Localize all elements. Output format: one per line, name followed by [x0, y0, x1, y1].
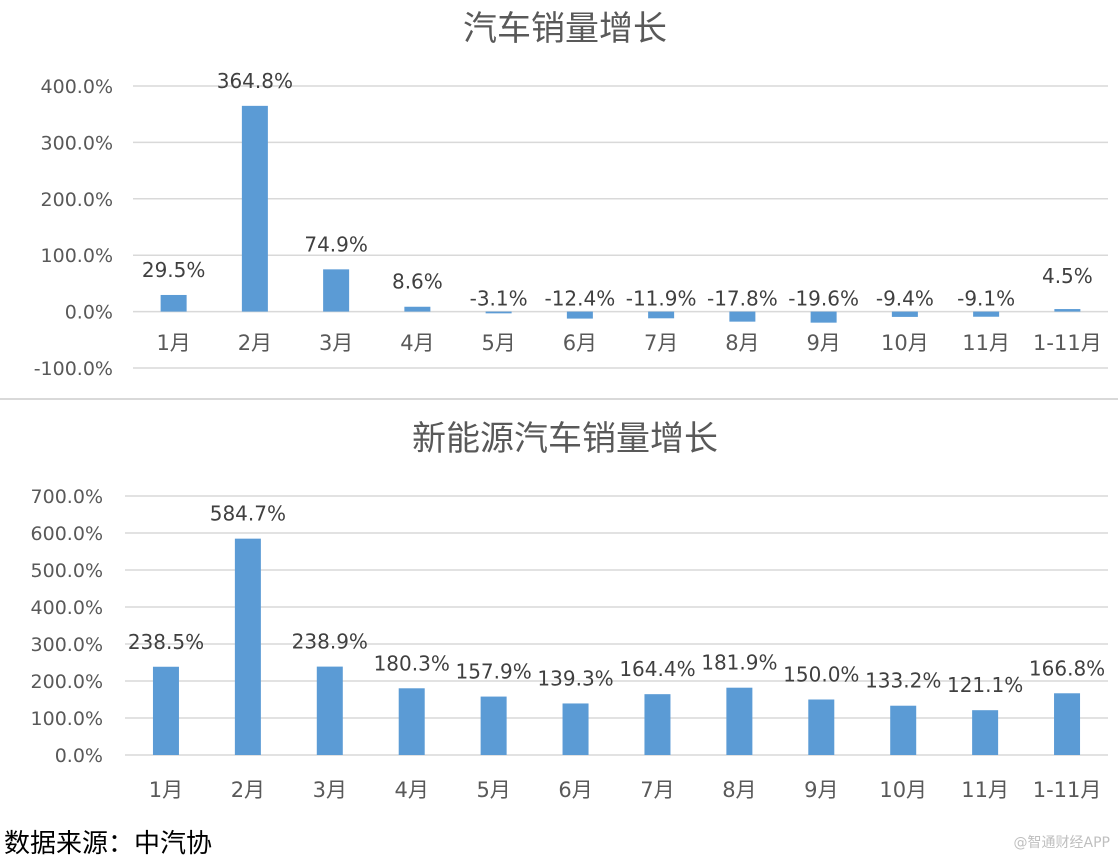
category-label: 11月	[962, 331, 1010, 355]
bar	[485, 311, 512, 314]
bar	[152, 666, 179, 755]
category-label: 2月	[231, 778, 265, 802]
y-tick-label: 700.0%	[31, 486, 103, 508]
category-label: 5月	[481, 331, 515, 355]
category-label: 8月	[722, 778, 756, 802]
bar	[972, 710, 999, 755]
bar	[644, 694, 671, 755]
data-label: 181.9%	[701, 651, 777, 675]
y-tick-label: 600.0%	[31, 523, 103, 545]
data-label: 133.2%	[865, 669, 941, 693]
data-label: 74.9%	[304, 232, 368, 256]
category-label: 4月	[400, 331, 434, 355]
category-label: 10月	[879, 778, 927, 802]
category-label: 3月	[319, 331, 353, 355]
category-label: 10月	[881, 331, 929, 355]
bar	[726, 687, 753, 755]
category-label: 8月	[725, 331, 759, 355]
data-label: 29.5%	[142, 258, 206, 282]
watermark: @智通财经APP	[1013, 835, 1110, 851]
data-label: -12.4%	[544, 287, 615, 311]
data-label: 364.8%	[217, 69, 293, 93]
bar	[316, 666, 343, 755]
y-tick-label: 100.0%	[31, 708, 103, 730]
nev-sales-growth-chart: 新能源汽车销量增长 700.0% 600.0% 500.0% 400.0% 300.0% 2…	[31, 419, 1108, 802]
category-label: 1月	[156, 331, 190, 355]
data-label: -3.1%	[470, 287, 528, 311]
bar	[973, 311, 1000, 317]
bar	[648, 311, 675, 319]
y-tick-label: 0.0%	[65, 302, 113, 324]
category-label: 6月	[563, 331, 597, 355]
data-label: -9.4%	[876, 287, 934, 311]
category-label: 11月	[961, 778, 1009, 802]
data-label: -9.1%	[957, 287, 1015, 311]
category-label: 3月	[313, 778, 347, 802]
bar	[404, 306, 431, 312]
bar	[398, 688, 425, 755]
data-label: 121.1%	[947, 673, 1023, 697]
y-tick-label: 100.0%	[41, 245, 113, 267]
data-label: 180.3%	[374, 651, 450, 675]
category-label: 9月	[804, 778, 838, 802]
bar	[808, 699, 835, 755]
category-label: 7月	[644, 331, 678, 355]
y-tick-label: 400.0%	[41, 76, 113, 98]
data-label: -11.9%	[626, 287, 697, 311]
category-label: 1月	[149, 778, 183, 802]
bar	[1054, 309, 1081, 312]
y-tick-label: 0.0%	[55, 745, 103, 767]
category-label: 1-11月	[1033, 778, 1102, 802]
y-tick-label: 300.0%	[41, 132, 113, 154]
auto-sales-growth-chart: 汽车销量增长 400.0% 300.0% 200.0% 100.0% 0.0% -100.0…	[34, 9, 1108, 380]
category-label: 4月	[395, 778, 429, 802]
bar	[562, 703, 589, 755]
bar	[891, 311, 918, 317]
bar	[566, 311, 593, 319]
data-label: 238.9%	[292, 630, 368, 654]
bar	[890, 705, 917, 755]
data-label: 150.0%	[783, 663, 859, 687]
data-label: -19.6%	[788, 287, 859, 311]
category-label: 1-11月	[1033, 331, 1102, 355]
y-tick-label: 500.0%	[31, 560, 103, 582]
bar	[160, 294, 187, 312]
data-label: 584.7%	[210, 502, 286, 526]
category-label: 6月	[558, 778, 592, 802]
data-label: 164.4%	[619, 657, 695, 681]
bar	[1054, 693, 1081, 755]
data-label: 8.6%	[392, 270, 443, 294]
data-label: 157.9%	[455, 660, 531, 684]
data-label: 238.5%	[128, 630, 204, 654]
y-tick-label: -100.0%	[34, 358, 113, 380]
bar	[810, 311, 837, 323]
data-label: 166.8%	[1029, 656, 1105, 680]
chart-title: 汽车销量增长	[463, 9, 667, 49]
data-label: 139.3%	[537, 666, 613, 690]
category-label: 5月	[476, 778, 510, 802]
bar	[323, 269, 350, 312]
chart-divider	[0, 398, 1118, 400]
data-source-note: 数据来源：中汽协	[4, 829, 213, 859]
bar	[234, 538, 261, 755]
y-tick-label: 300.0%	[31, 634, 103, 656]
chart-title: 新能源汽车销量增长	[412, 419, 718, 459]
y-tick-label: 200.0%	[31, 671, 103, 693]
bar	[480, 696, 507, 755]
category-label: 7月	[640, 778, 674, 802]
data-label: 4.5%	[1042, 264, 1093, 288]
y-tick-label: 200.0%	[41, 189, 113, 211]
category-label: 9月	[806, 331, 840, 355]
category-label: 2月	[238, 331, 272, 355]
bar	[241, 105, 268, 312]
data-label: -17.8%	[707, 287, 778, 311]
bar	[729, 311, 756, 322]
y-tick-label: 400.0%	[31, 597, 103, 619]
